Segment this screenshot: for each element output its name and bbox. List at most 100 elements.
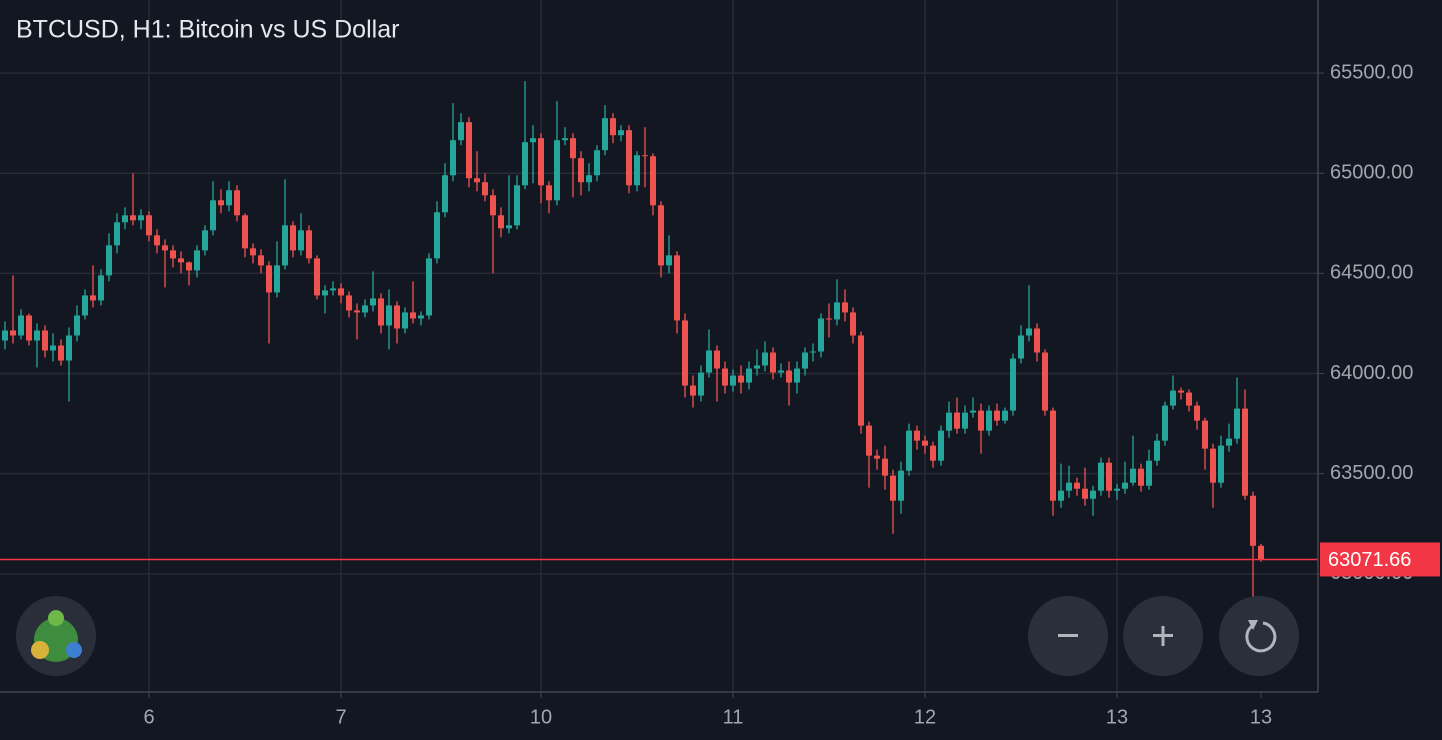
candle-body — [1130, 468, 1136, 483]
candle-body — [306, 230, 312, 259]
candle-body — [1258, 545, 1264, 560]
candle-body — [890, 475, 896, 501]
x-tick-label: 13 — [1250, 706, 1272, 728]
candle-body — [50, 345, 56, 351]
candle-body — [858, 335, 864, 426]
candle-body — [810, 351, 816, 353]
x-tick-label: 13 — [1106, 706, 1128, 728]
candle-body — [786, 370, 792, 383]
candle-body — [1194, 405, 1200, 421]
candle-body — [514, 185, 520, 226]
candle-body — [698, 372, 704, 396]
candle-body — [1018, 335, 1024, 359]
candle-body — [1234, 408, 1240, 439]
plus-icon — [1161, 626, 1165, 646]
candle-body — [10, 330, 16, 336]
candle-body — [1210, 448, 1216, 483]
candle-body — [906, 430, 912, 471]
candle-body — [1098, 462, 1104, 491]
candle-body — [322, 290, 328, 296]
x-tick-label: 6 — [143, 706, 154, 728]
candle-body — [522, 142, 528, 186]
reset-button[interactable] — [1219, 596, 1299, 676]
candle-body — [378, 298, 384, 326]
price-label: 63071.66 — [1328, 549, 1411, 571]
candle-body — [298, 230, 304, 251]
candle-body — [866, 425, 872, 456]
reset-circle[interactable] — [1219, 596, 1299, 676]
candle-body — [258, 255, 264, 266]
zoom-in-button[interactable] — [1123, 596, 1203, 676]
candle-body — [218, 200, 224, 206]
candle-body — [530, 138, 536, 143]
x-tick-label: 10 — [530, 706, 552, 728]
candle-body — [1106, 462, 1112, 491]
candle-body — [1066, 482, 1072, 491]
zoom-out-button[interactable] — [1028, 596, 1108, 676]
candle-body — [1082, 488, 1088, 499]
candle-body — [490, 195, 496, 216]
candle-body — [402, 312, 408, 329]
y-tick-label: 65000.00 — [1330, 162, 1413, 184]
candle-body — [34, 330, 40, 341]
logo-coin — [66, 642, 82, 658]
candle-body — [418, 315, 424, 319]
candle-body — [746, 368, 752, 383]
candle-body — [826, 318, 832, 320]
candle-body — [498, 215, 504, 229]
candle-body — [1186, 392, 1192, 406]
grid — [0, 0, 1318, 692]
y-tick-label: 65500.00 — [1330, 61, 1413, 83]
candle-body — [666, 255, 672, 266]
candle-body — [346, 295, 352, 311]
candle-body — [1050, 410, 1056, 501]
candle-body — [554, 140, 560, 201]
candle-body — [210, 200, 216, 231]
candle-body — [1226, 438, 1232, 446]
candle-body — [954, 412, 960, 429]
reset-icon — [1245, 621, 1277, 653]
candle-body — [538, 138, 544, 186]
candle-body — [578, 158, 584, 183]
candle-body — [458, 122, 464, 141]
candle-body — [834, 302, 840, 320]
candle-body — [466, 122, 472, 179]
candle-body — [706, 350, 712, 373]
y-tick-label: 64500.00 — [1330, 262, 1413, 284]
candle-body — [938, 430, 944, 461]
candle-body — [794, 368, 800, 383]
candle-body — [426, 258, 432, 316]
candle-body — [266, 265, 272, 293]
candle-body — [1034, 328, 1040, 353]
candle-body — [650, 156, 656, 206]
x-tick-label: 12 — [914, 706, 936, 728]
candle-body — [74, 315, 80, 336]
candle-body — [194, 250, 200, 271]
logo — [16, 596, 96, 676]
candle-body — [1042, 352, 1048, 411]
candle-body — [2, 330, 8, 341]
candle-body — [82, 295, 88, 316]
candle-body — [1146, 460, 1152, 486]
candle-body — [122, 215, 128, 223]
candle-body — [1026, 328, 1032, 336]
candle-body — [370, 298, 376, 306]
candle-body — [986, 410, 992, 431]
candle-body — [754, 365, 760, 369]
candle-body — [610, 118, 616, 136]
candle-body — [1218, 445, 1224, 483]
candle-body — [770, 352, 776, 373]
candle-body — [1162, 405, 1168, 441]
candle-body — [1002, 410, 1008, 421]
candle-body — [1010, 358, 1016, 411]
candle-body — [802, 352, 808, 369]
reset-icon — [1248, 620, 1258, 630]
candle-body — [818, 318, 824, 352]
minus-icon — [1058, 634, 1078, 637]
candle-body — [234, 190, 240, 216]
candle-body — [106, 245, 112, 276]
candle-body — [586, 175, 592, 183]
candle-body — [930, 445, 936, 461]
